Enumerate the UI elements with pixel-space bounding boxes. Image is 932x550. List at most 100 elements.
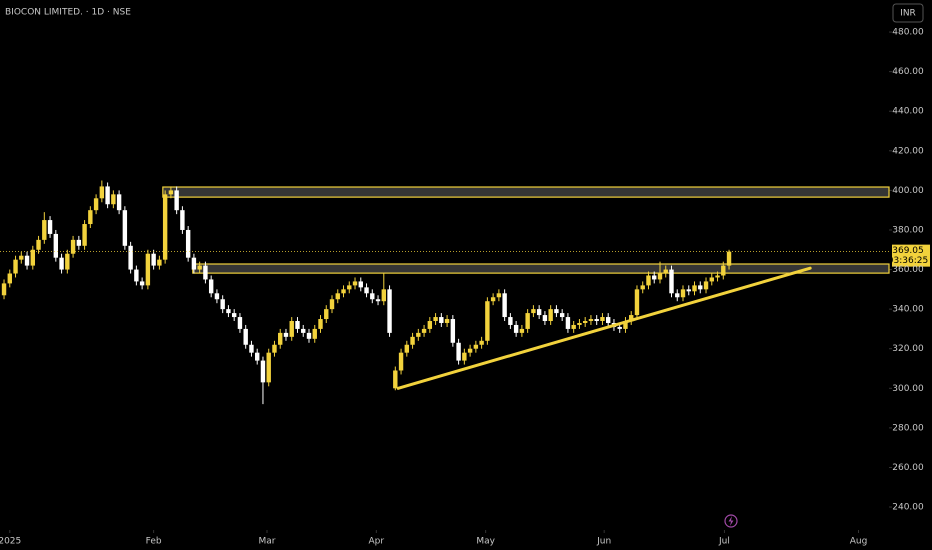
y-tick-label: 380.00	[892, 225, 924, 235]
candle-body	[715, 275, 720, 278]
candle-body	[358, 281, 363, 288]
candle-body	[99, 186, 105, 199]
candle-body	[640, 285, 645, 290]
candle-body	[669, 269, 674, 294]
candle-body	[490, 297, 496, 302]
candle-body	[387, 289, 392, 333]
candle-body	[197, 265, 202, 270]
candle-body	[162, 194, 168, 260]
candle-body	[180, 210, 185, 230]
candle-body	[93, 198, 99, 211]
candle-body	[134, 269, 139, 282]
y-tick-label: 420.00	[892, 146, 924, 156]
candle-body	[439, 317, 444, 323]
candle-body	[312, 328, 317, 339]
currency-label[interactable]: INR	[900, 9, 916, 19]
y-tick-label: 320.00	[892, 344, 924, 354]
candle-body	[7, 273, 12, 284]
y-tick-label: 280.00	[892, 423, 924, 433]
y-tick-label: 340.00	[892, 305, 924, 315]
candle-body	[36, 239, 41, 250]
candle-body	[283, 332, 289, 337]
candle-body	[59, 257, 64, 270]
candle-body	[404, 344, 410, 353]
candle-body	[410, 336, 415, 345]
candle-body	[617, 326, 622, 329]
candle-body	[249, 344, 254, 353]
candle-body	[623, 321, 628, 329]
candle-body	[502, 293, 507, 318]
candle-body	[295, 321, 300, 329]
candle-body	[255, 352, 260, 361]
candle-body	[634, 289, 640, 316]
x-tick-label: Aug	[850, 537, 868, 547]
candle-body	[335, 293, 340, 300]
candle-body	[139, 281, 145, 286]
candle-body	[571, 324, 576, 329]
candle-body	[548, 309, 553, 322]
candle-body	[352, 281, 358, 286]
candle-body	[214, 293, 220, 300]
candle-body	[191, 257, 197, 270]
candle-body	[485, 301, 490, 341]
candle-body	[220, 299, 225, 310]
candle-body	[600, 317, 605, 322]
candle-body	[427, 321, 433, 329]
candle-body	[24, 255, 30, 266]
x-tick-label: Feb	[146, 537, 162, 547]
candle-body	[128, 245, 133, 270]
candle-body	[709, 277, 714, 282]
candle-body	[393, 370, 398, 389]
candle-body	[203, 265, 208, 280]
candle-body	[559, 313, 565, 318]
candle-body	[657, 273, 663, 280]
candle-body	[462, 352, 467, 361]
currency-button[interactable]	[892, 3, 924, 23]
candle-body	[329, 299, 335, 310]
candle-body	[519, 328, 525, 333]
candle-body	[88, 210, 93, 225]
y-tick-label: 260.00	[892, 463, 924, 473]
last-price-box	[892, 244, 930, 267]
candle-body	[698, 285, 703, 290]
candle-body	[577, 322, 582, 325]
candle-body	[111, 194, 116, 205]
candle-body	[289, 321, 294, 337]
last-price-label: 369.05	[892, 246, 924, 256]
candle-body	[721, 265, 726, 276]
candle-body	[508, 317, 513, 325]
candle-body	[82, 224, 87, 246]
candle-body	[675, 293, 680, 298]
candle-body	[456, 342, 461, 361]
candle-body	[646, 275, 651, 286]
candle-body	[260, 360, 266, 383]
candle-body	[467, 348, 473, 353]
candle-body	[53, 233, 59, 258]
x-tick-label: Mar	[258, 537, 275, 547]
y-tick-label: 360.00	[892, 265, 924, 275]
candle-body	[416, 332, 421, 337]
candle-body	[652, 275, 657, 280]
candle-body	[185, 229, 191, 258]
candle-body	[525, 313, 530, 329]
candle-body	[65, 253, 70, 270]
candle-body	[513, 324, 519, 333]
event-icon[interactable]	[724, 514, 738, 528]
candle-body	[30, 249, 35, 266]
candle-body	[47, 220, 53, 234]
candle-body	[582, 321, 588, 323]
candle-body	[686, 289, 691, 292]
candle-body	[680, 289, 686, 298]
candle-body	[151, 253, 156, 266]
candle-body	[450, 319, 456, 343]
candle-body	[122, 210, 128, 246]
y-tick-label: 240.00	[892, 503, 924, 513]
y-tick-label: 460.00	[892, 67, 924, 77]
candle-body	[663, 269, 668, 274]
candle-body	[364, 287, 369, 294]
y-tick-label: 300.00	[892, 384, 924, 394]
candle-body	[726, 251, 732, 266]
candle-body	[13, 259, 18, 274]
